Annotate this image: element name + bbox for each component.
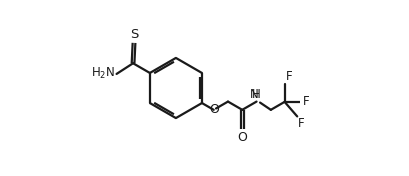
Text: O: O bbox=[237, 131, 247, 144]
Text: N: N bbox=[249, 88, 258, 101]
Text: F: F bbox=[285, 70, 292, 83]
Text: H: H bbox=[252, 88, 260, 101]
Text: H$_2$N: H$_2$N bbox=[91, 66, 115, 81]
Text: S: S bbox=[130, 28, 138, 41]
Text: F: F bbox=[297, 117, 304, 130]
Text: F: F bbox=[302, 95, 309, 108]
Text: O: O bbox=[208, 103, 218, 116]
